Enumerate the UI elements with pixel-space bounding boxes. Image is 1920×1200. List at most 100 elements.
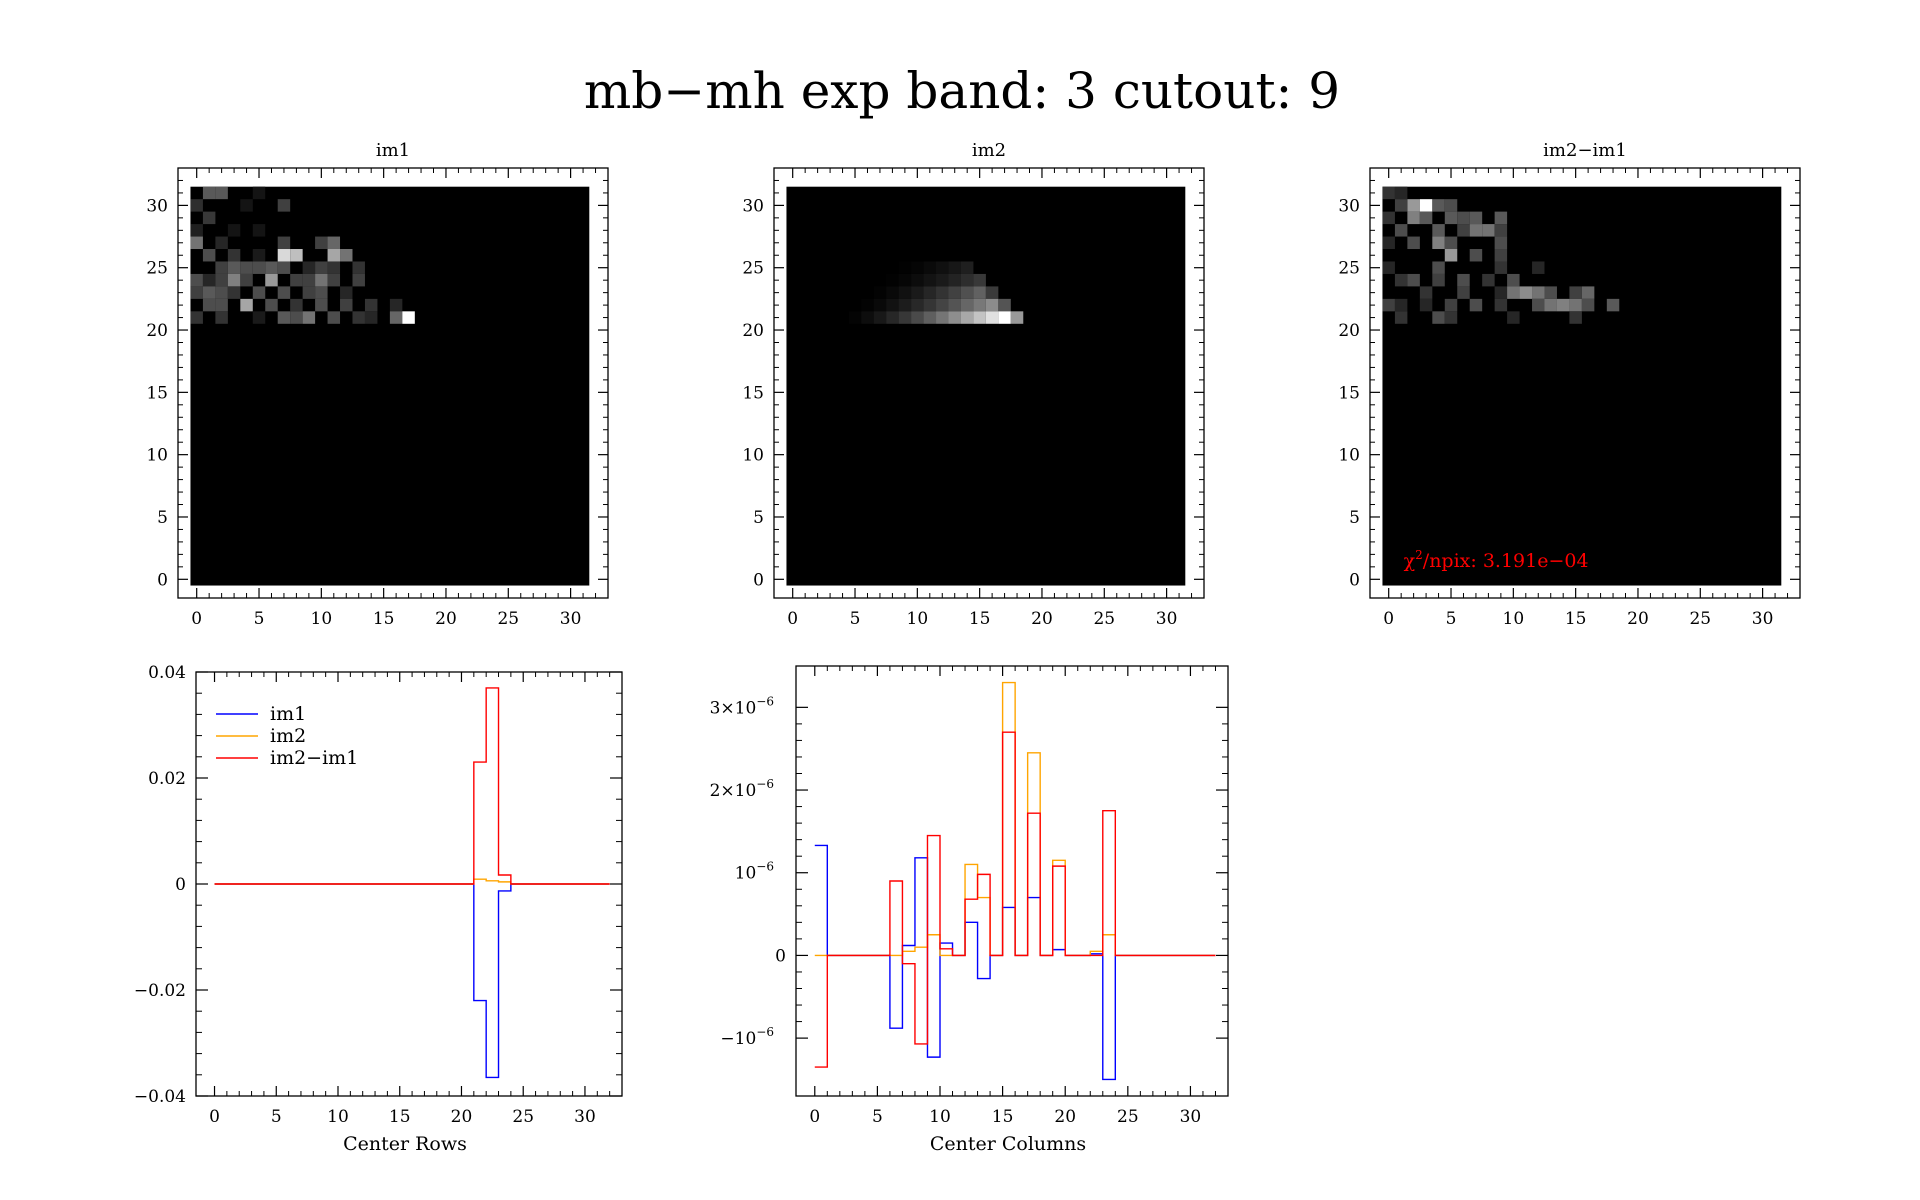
- im2-pixel: [948, 273, 961, 287]
- im2-ytick-label: 0: [753, 570, 764, 590]
- im1-ytick-label: 30: [146, 196, 168, 216]
- rows-plot-series-diff: [214, 687, 610, 885]
- diff-pixel: [1444, 298, 1458, 312]
- diff-pixel: [1444, 236, 1458, 250]
- diff-pixel: [1419, 298, 1433, 312]
- diff-xtick-label: 20: [1627, 609, 1649, 629]
- im2-xtick-label: 30: [1156, 609, 1178, 629]
- im2-xtick-label: 25: [1093, 609, 1115, 629]
- figure-title: mb−mh exp band: 3 cutout: 9: [584, 62, 1340, 120]
- im1-xtick-label: 30: [560, 609, 582, 629]
- diff-pixel: [1407, 199, 1420, 212]
- columns-plot-xlabel: Center Columns: [930, 1133, 1086, 1155]
- im2-pixel: [985, 311, 999, 324]
- im1-pixel: [364, 311, 378, 324]
- im2-pixel: [985, 286, 999, 299]
- diff-pixel: [1407, 211, 1420, 225]
- diff-pixel: [1469, 249, 1483, 262]
- im2-image-area: [786, 186, 1186, 586]
- diff-pixel: [1457, 211, 1470, 225]
- im2-pixel: [973, 273, 986, 287]
- im1-pixel: [227, 261, 241, 274]
- diff-pixel: [1432, 236, 1445, 250]
- diff-pixel: [1394, 298, 1408, 312]
- diff-ytick-label: 15: [1338, 383, 1360, 403]
- im2-pixel: [1010, 311, 1024, 324]
- im1-pixel: [215, 286, 228, 299]
- im1-pixel: [290, 249, 303, 262]
- im2-pixel: [911, 261, 924, 274]
- im1-pixel: [302, 311, 316, 324]
- im1-xtick-label: 15: [373, 609, 395, 629]
- diff-pixel: [1532, 298, 1545, 312]
- im2-pixel: [973, 311, 986, 324]
- im2-pixel: [923, 311, 937, 324]
- im1-pixel: [252, 249, 266, 262]
- im1-pixel: [327, 236, 341, 250]
- panel-diff: 0 5 10 15 20 25 30 0 5 10 15 20 25 30 im2−im1 χ2/npix: …: [1338, 140, 1801, 629]
- chi2-superscript: 2: [1415, 548, 1423, 562]
- diff-pixel: [1569, 311, 1582, 324]
- diff-axes-frame: [1369, 167, 1801, 599]
- im1-pixel: [202, 273, 216, 287]
- im1-pixel: [215, 236, 228, 250]
- im2-pixel: [936, 298, 949, 312]
- diff-pixel: [1382, 261, 1395, 274]
- columns-plot-ytick-base: 10: [735, 864, 757, 884]
- im1-pixel: [340, 286, 353, 299]
- im2-pixel: [985, 298, 999, 312]
- rows-plot-ytick-label: −0.04: [134, 1087, 186, 1107]
- im2-pixel: [960, 273, 974, 287]
- columns-plot-ytick-label: 10−6: [735, 860, 774, 884]
- im1-pixel: [315, 261, 328, 274]
- im2-pixel: [861, 311, 874, 324]
- im1-xtick-label: 25: [497, 609, 519, 629]
- diff-ytick-label: 25: [1338, 259, 1360, 279]
- diff-pixel: [1469, 224, 1483, 237]
- im1-pixel: [265, 273, 278, 287]
- im1-image-area: [190, 186, 590, 586]
- diff-pixel: [1382, 186, 1395, 200]
- im1-pixel: [252, 311, 266, 324]
- diff-pixel: [1494, 211, 1508, 225]
- rows-plot-ytick-label: 0.02: [148, 769, 186, 789]
- diff-pixel: [1394, 311, 1408, 324]
- diff-xtick-label: 25: [1689, 609, 1711, 629]
- diff-ytick-label: 30: [1338, 196, 1360, 216]
- im1-pixel: [190, 236, 203, 250]
- columns-plot-xtick-label: 10: [929, 1107, 951, 1127]
- diff-pixel: [1482, 224, 1495, 237]
- im2-xtick-label: 20: [1031, 609, 1053, 629]
- im1-pixel: [202, 249, 216, 262]
- im2-xtick-label: 10: [907, 609, 929, 629]
- diff-pixel: [1507, 311, 1520, 324]
- columns-plot-xtick-label: 25: [1117, 1107, 1139, 1127]
- diff-pixel: [1581, 286, 1595, 299]
- im1-pixel: [277, 261, 291, 274]
- im2-pixel: [848, 311, 862, 324]
- im1-pixel: [315, 273, 328, 287]
- im1-pixel: [190, 199, 203, 212]
- im1-ytick-label: 20: [146, 321, 168, 341]
- im1-pixel: [302, 261, 316, 274]
- diff-pixel: [1494, 298, 1508, 312]
- rows-plot-xtick-label: 30: [574, 1107, 596, 1127]
- im2-pixel: [911, 286, 924, 299]
- columns-plot-ytick-label: 2×10−6: [710, 777, 774, 801]
- diff-pixel: [1532, 286, 1545, 299]
- diff-pixel: [1407, 273, 1420, 287]
- im2-pixel: [911, 311, 924, 324]
- diff-pixel: [1519, 286, 1533, 299]
- diff-pixel: [1457, 273, 1470, 287]
- im2-pixel: [936, 273, 949, 287]
- columns-plot-ytick-exp: −6: [756, 777, 774, 791]
- diff-ytick-label: 20: [1338, 321, 1360, 341]
- im1-pixel: [202, 186, 216, 200]
- im1-panel-title: im1: [376, 140, 410, 161]
- im2-ytick-label: 30: [742, 196, 764, 216]
- columns-plot-xtick-label: 5: [872, 1107, 883, 1127]
- im1-pixel: [277, 199, 291, 212]
- im2-pixel: [898, 298, 912, 312]
- diff-ytick-label: 5: [1349, 508, 1360, 528]
- im2-pixel: [886, 273, 899, 287]
